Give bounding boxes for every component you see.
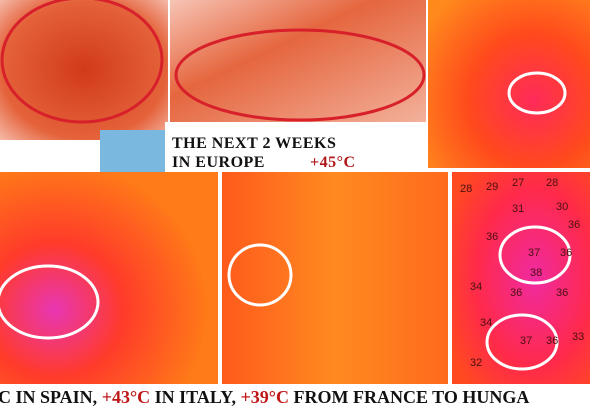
map-label: 29 — [486, 181, 498, 193]
hungary-map — [452, 172, 590, 384]
highlight-ring — [0, 264, 100, 340]
highlight-ring — [174, 28, 426, 122]
map-label: 34 — [480, 317, 492, 329]
caption-part: +43°C — [102, 387, 150, 407]
headline-temp: +45°C — [310, 154, 356, 171]
map-label: 37 — [528, 247, 540, 259]
caption-part: IN ITALY, — [150, 387, 240, 407]
map-label: 32 — [470, 357, 482, 369]
headline: THE NEXT 2 WEEKS — [172, 135, 336, 152]
highlight-ring — [0, 0, 164, 124]
map-label: 30 — [556, 201, 568, 213]
highlight-ring — [498, 225, 572, 285]
caption-part: +39°C — [241, 387, 289, 407]
highlight-ring — [507, 71, 567, 115]
map-label: 38 — [530, 267, 542, 279]
map-label: 36 — [560, 247, 572, 259]
italy-map — [222, 172, 448, 384]
highlight-ring — [485, 313, 559, 371]
highlight-ring — [227, 243, 293, 307]
map-label: 36 — [510, 287, 522, 299]
map-label: 36 — [546, 335, 558, 347]
sea — [100, 130, 168, 175]
caption-part: FROM FRANCE TO HUNGA — [289, 387, 529, 407]
spain-map — [0, 172, 218, 384]
headline: IN EUROPE — [172, 154, 265, 171]
map-label: 36 — [486, 231, 498, 243]
europe-map-west — [0, 0, 168, 140]
map-label: 31 — [512, 203, 524, 215]
map-label: 34 — [470, 281, 482, 293]
map-label: 37 — [520, 335, 532, 347]
france-map — [428, 0, 590, 168]
map-label: 28 — [546, 177, 558, 189]
map-label: 36 — [556, 287, 568, 299]
europe-map-east — [170, 0, 426, 122]
headline-box — [165, 122, 427, 172]
caption-part: C IN SPAIN, — [0, 387, 102, 407]
map-label: 28 — [460, 183, 472, 195]
map-label: 27 — [512, 177, 524, 189]
map-label: 33 — [572, 331, 584, 343]
map-label: 36 — [568, 219, 580, 231]
caption: C IN SPAIN, +43°C IN ITALY, +39°C FROM F… — [0, 387, 529, 407]
